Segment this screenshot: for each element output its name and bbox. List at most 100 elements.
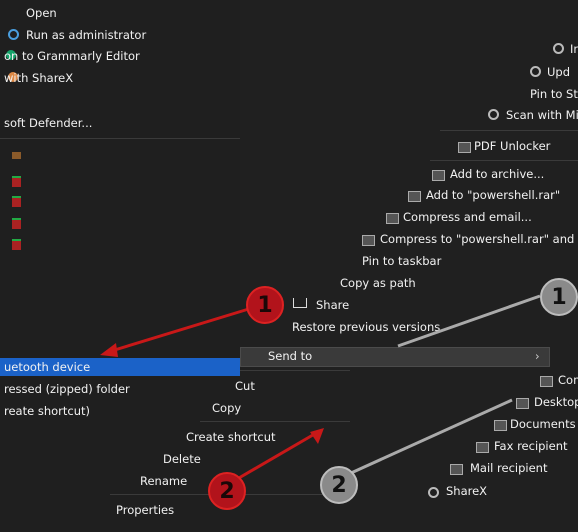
menu-item-label: Upd: [547, 65, 571, 79]
menu-item-pin-to-start[interactable]: Pin to Sta: [530, 85, 578, 103]
menu-item-label: soft Defender...: [4, 116, 93, 130]
menu-item-defender[interactable]: soft Defender...: [4, 114, 92, 132]
sharex-icon: [8, 72, 18, 82]
menu-item-label: Compress and email...: [403, 210, 532, 224]
menu-item-open[interactable]: Open: [26, 4, 57, 22]
send-to-desktop[interactable]: Desktop: [534, 393, 578, 411]
menu-item-label: with ShareX: [4, 71, 74, 85]
menu-item-properties[interactable]: Properties: [116, 501, 174, 519]
shield-icon: [8, 29, 19, 40]
callout-badge-2: 2: [208, 472, 246, 510]
menu-item-label: Create shortcut: [186, 430, 276, 444]
menu-item-label: Open: [26, 6, 57, 20]
send-to-compressed-folder[interactable]: ressed (zipped) folder: [4, 380, 130, 398]
desktop-icon: [516, 398, 529, 409]
send-to-fax[interactable]: Fax recipient: [494, 437, 568, 455]
menu-item-label: Rename: [140, 474, 188, 488]
menu-item-label: Pin to taskbar: [362, 254, 442, 268]
send-to-computer[interactable]: Com: [558, 371, 578, 389]
winrar-icon: [408, 191, 421, 202]
red-arrowhead-1: [100, 343, 118, 357]
menu-item-copy[interactable]: Copy: [212, 399, 241, 417]
menu-item-copy-as-path[interactable]: Copy as path: [340, 274, 416, 292]
menu-item-label: Properties: [116, 503, 175, 517]
menu-item-label: Delete: [163, 452, 201, 466]
send-to-bluetooth[interactable]: uetooth device: [4, 358, 90, 376]
gear-icon: [530, 66, 541, 77]
share-icon: [293, 298, 307, 308]
menu-item-label: uetooth device: [4, 360, 91, 374]
separator: [430, 160, 578, 161]
gear-icon: [488, 109, 499, 120]
winrar-icon: [12, 239, 21, 250]
sharex-icon: [428, 487, 439, 498]
grey-arrow-1: [397, 294, 541, 348]
send-to-sharex[interactable]: ShareX: [446, 482, 487, 500]
menu-item-compress-email[interactable]: Compress and email...: [403, 208, 532, 226]
menu-item-restore-previous[interactable]: Restore previous versions: [292, 318, 440, 336]
grey-arrow-2: [339, 398, 513, 480]
menu-item-label: ressed (zipped) folder: [4, 382, 130, 396]
menu-item-pin-to-taskbar[interactable]: Pin to taskbar: [362, 252, 441, 270]
callout-badge-1-grey: 1: [540, 278, 578, 316]
gear-icon: [553, 43, 564, 54]
menu-item-label: Run as administrator: [26, 28, 147, 42]
menu-item-scan[interactable]: Scan with Mic: [506, 106, 578, 124]
send-to-documents[interactable]: Documents: [510, 415, 576, 433]
menu-item-label: Share: [316, 298, 350, 312]
separator: [0, 138, 300, 139]
menu-item-add-to-rar[interactable]: Add to "powershell.rar": [426, 186, 560, 204]
menu-item-label: Add to archive...: [450, 167, 545, 181]
red-arrowhead-2: [310, 428, 324, 444]
send-to-row[interactable]: [240, 347, 550, 367]
menu-item-label: on to Grammarly Editor: [4, 49, 140, 63]
menu-item-create-shortcut[interactable]: Create shortcut: [186, 428, 276, 446]
menu-item-label: Scan with Mic: [506, 108, 578, 122]
menu-item-in[interactable]: In: [570, 40, 578, 58]
menu-item-label: Fax recipient: [494, 439, 568, 453]
menu-item-update[interactable]: Upd: [547, 63, 570, 81]
menu-item-label: Restore previous versions: [292, 320, 441, 334]
menu-item-grammarly[interactable]: on to Grammarly Editor: [4, 47, 140, 65]
send-to-mail[interactable]: Mail recipient: [470, 459, 547, 477]
menu-item-label: Documents: [510, 417, 576, 431]
archive-icon: [12, 152, 21, 159]
menu-item-label: ShareX: [446, 484, 488, 498]
menu-item-delete[interactable]: Delete: [163, 450, 201, 468]
separator: [440, 130, 578, 131]
menu-item-run-as-admin[interactable]: Run as administrator: [26, 26, 146, 44]
fax-icon: [476, 442, 489, 453]
menu-item-label: Add to "powershell.rar": [426, 188, 561, 202]
send-to-create-shortcut[interactable]: reate shortcut): [4, 402, 90, 420]
menu-item-label: Copy as path: [340, 276, 416, 290]
winrar-icon: [362, 235, 375, 246]
menu-item-label: reate shortcut): [4, 404, 90, 418]
menu-item-rename[interactable]: Rename: [140, 472, 187, 490]
documents-icon: [494, 420, 507, 431]
menu-item-share[interactable]: Share: [316, 296, 349, 314]
menu-item-cut[interactable]: Cut: [235, 377, 255, 395]
menu-item-send-to[interactable]: Send to: [268, 347, 312, 365]
callout-badge-2-grey: 2: [320, 466, 358, 504]
separator: [200, 421, 350, 422]
winrar-icon: [12, 176, 21, 187]
red-arrow-2: [231, 430, 319, 484]
pdf-unlocker-icon: [458, 142, 471, 153]
menu-item-label: PDF Unlocker: [474, 139, 551, 153]
separator: [240, 370, 350, 371]
chevron-right-icon: ›: [535, 349, 540, 363]
menu-item-label: Desktop: [534, 395, 578, 409]
grammarly-icon: [6, 50, 16, 60]
menu-item-label: Cut: [235, 379, 255, 393]
menu-item-label: In: [570, 42, 578, 56]
menu-item-add-to-archive[interactable]: Add to archive...: [450, 165, 544, 183]
menu-item-label: Pin to Sta: [530, 87, 578, 101]
selected-item-highlight: [0, 358, 312, 376]
callout-badge-1: 1: [246, 286, 284, 324]
mail-icon: [450, 464, 463, 475]
menu-item-pdf-unlocker[interactable]: PDF Unlocker: [474, 137, 550, 155]
menu-item-label: Com: [558, 373, 578, 387]
menu-item-compress-to-rar-email[interactable]: Compress to "powershell.rar" and ema: [380, 230, 578, 248]
menu-item-sharex[interactable]: with ShareX: [4, 69, 73, 87]
